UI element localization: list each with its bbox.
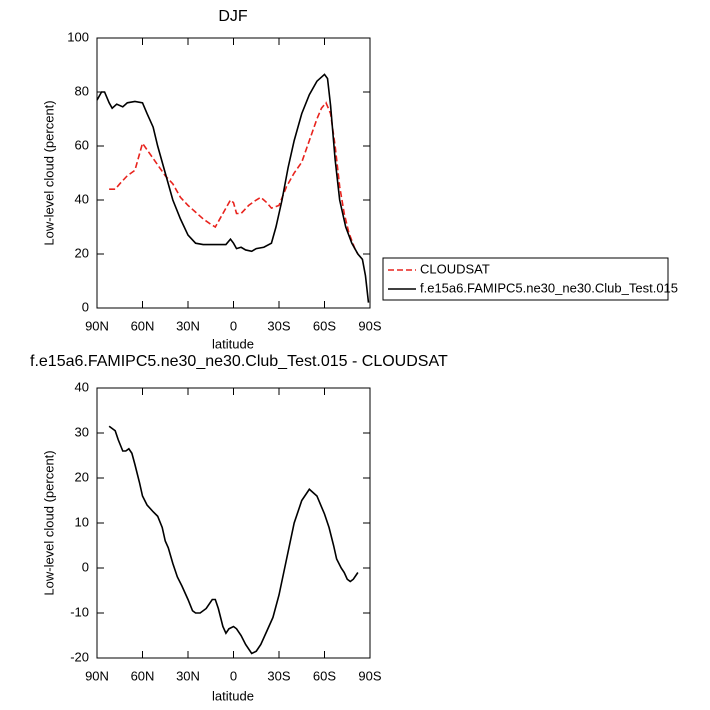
- x-tick-label: 30N: [176, 668, 200, 683]
- x-tick-label: 90S: [358, 668, 381, 683]
- y-tick-label: 0: [82, 559, 89, 574]
- y-tick-label: 10: [75, 514, 89, 529]
- x-tick-label: 30N: [176, 318, 200, 333]
- y-tick-label: 100: [67, 29, 89, 44]
- y-tick-label: 80: [75, 83, 89, 98]
- y-tick-label: 40: [75, 191, 89, 206]
- legend-label: f.e15a6.FAMIPC5.ne30_ne30.Club_Test.015: [420, 280, 678, 295]
- x-tick-label: 30S: [267, 668, 290, 683]
- legend-label: CLOUDSAT: [420, 261, 490, 276]
- x-tick-label: 60N: [131, 318, 155, 333]
- y-tick-label: -10: [70, 604, 89, 619]
- x-tick-label: 30S: [267, 318, 290, 333]
- x-tick-label: 90S: [358, 318, 381, 333]
- data-line: [96, 73, 370, 303]
- y-axis-label: Low-level cloud (percent): [41, 100, 56, 245]
- y-tick-label: -20: [70, 649, 89, 664]
- x-tick-label: 60N: [131, 668, 155, 683]
- y-tick-label: 40: [75, 379, 89, 394]
- y-tick-label: 0: [82, 299, 89, 314]
- x-tick-label: 60S: [313, 318, 336, 333]
- plot-frame: [96, 37, 371, 309]
- y-tick-label: 30: [75, 424, 89, 439]
- chart-title: DJF: [218, 8, 248, 25]
- y-tick-label: 20: [75, 245, 89, 260]
- y-tick-label: 60: [75, 137, 89, 152]
- legend-box: [382, 257, 669, 301]
- x-axis-label: latitude: [212, 688, 254, 703]
- data-line: [109, 101, 359, 255]
- y-tick-label: 20: [75, 469, 89, 484]
- y-axis-label: Low-level cloud (percent): [41, 450, 56, 595]
- data-line: [108, 425, 359, 655]
- x-tick-label: 90N: [85, 318, 109, 333]
- plot-frame: [96, 387, 371, 659]
- x-tick-label: 0: [230, 668, 237, 683]
- x-tick-label: 90N: [85, 668, 109, 683]
- x-tick-label: 60S: [313, 668, 336, 683]
- x-tick-label: 0: [230, 318, 237, 333]
- chart-title: f.e15a6.FAMIPC5.ne30_ne30.Club_Test.015 …: [30, 353, 448, 370]
- x-axis-label: latitude: [212, 336, 254, 351]
